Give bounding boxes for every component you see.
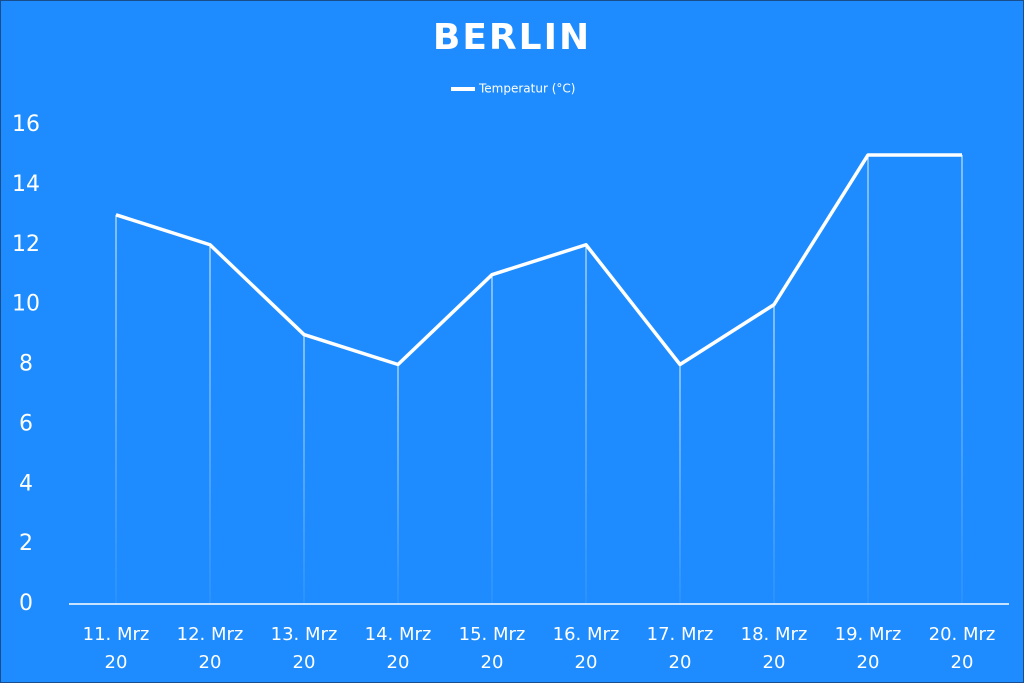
- x-tick-label: 11. Mrz 20: [82, 624, 150, 673]
- drop-line: [679, 364, 681, 604]
- y-tick-label: 10: [12, 292, 40, 317]
- x-tick-label: 15. Mrz 20: [458, 624, 526, 673]
- y-tick-label: 12: [12, 232, 40, 257]
- legend-label: Temperatur (°C): [478, 82, 575, 96]
- drop-line: [961, 154, 963, 604]
- x-tick-label: 12. Mrz 20: [176, 624, 244, 673]
- drop-line: [867, 154, 869, 604]
- drop-line: [209, 244, 211, 604]
- y-tick-label: 14: [12, 172, 40, 197]
- x-tick-label: 18. Mrz 20: [740, 624, 808, 673]
- drop-line: [397, 364, 399, 604]
- y-tick-label: 6: [19, 411, 33, 436]
- x-tick-label: 14. Mrz 20: [364, 624, 432, 673]
- y-tick-label: 16: [12, 112, 40, 137]
- chart-title: BERLIN: [433, 17, 591, 58]
- drop-line: [303, 334, 305, 604]
- drop-line: [773, 304, 775, 604]
- y-tick-label: 8: [19, 352, 33, 377]
- drop-line: [491, 274, 493, 604]
- drop-line: [115, 214, 117, 604]
- x-tick-label: 16. Mrz 20: [552, 624, 620, 673]
- y-tick-label: 0: [19, 591, 33, 616]
- series-line: [115, 153, 962, 367]
- x-tick-label: 20. Mrz 20: [928, 624, 996, 673]
- y-tick-label: 4: [19, 471, 33, 496]
- y-tick-label: 2: [19, 531, 33, 556]
- x-tick-label: 19. Mrz 20: [834, 624, 902, 673]
- x-tick-label: 13. Mrz 20: [270, 624, 338, 673]
- drop-line: [585, 244, 587, 604]
- x-tick-label: 17. Mrz 20: [646, 624, 714, 673]
